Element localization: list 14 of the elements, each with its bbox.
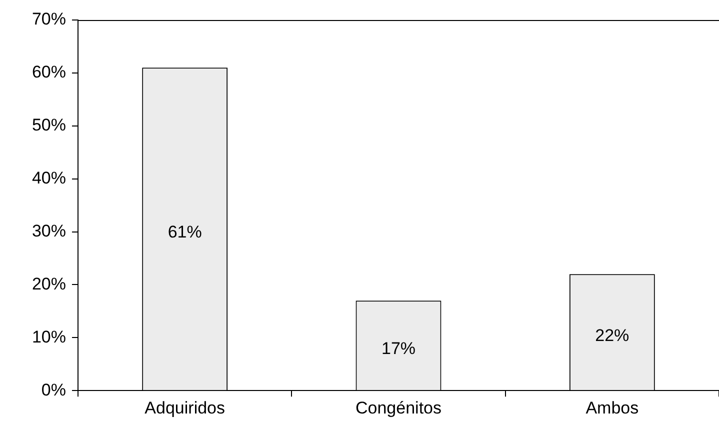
y-tick-label: 60% bbox=[32, 62, 66, 82]
x-tick-label: Ambos bbox=[586, 398, 639, 418]
y-tick-label: 40% bbox=[32, 168, 66, 188]
y-tick-label: 30% bbox=[32, 221, 66, 240]
y-tick-label: 10% bbox=[32, 327, 66, 346]
y-tick-label: 50% bbox=[32, 116, 66, 135]
data-label: 17% bbox=[381, 339, 416, 358]
x-tick-label: Congénitos bbox=[355, 398, 442, 418]
data-label: 61% bbox=[168, 222, 202, 242]
y-tick-label: 0% bbox=[41, 380, 66, 400]
y-tick-label: 70% bbox=[32, 10, 66, 29]
data-label: 22% bbox=[595, 326, 630, 345]
y-tick-label: 20% bbox=[32, 274, 66, 294]
x-tick-label: Adquiridos bbox=[144, 398, 225, 418]
